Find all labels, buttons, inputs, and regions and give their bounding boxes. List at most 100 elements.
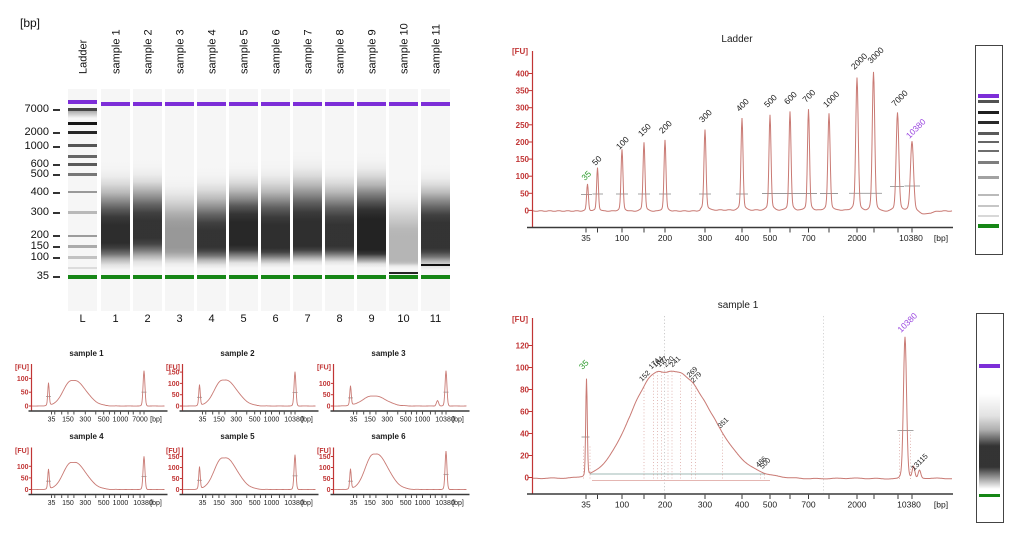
svg-text:3000: 3000 <box>865 45 886 66</box>
svg-text:1000: 1000 <box>415 417 431 424</box>
svg-text:0: 0 <box>176 487 180 494</box>
svg-text:700: 700 <box>801 233 815 243</box>
svg-text:35: 35 <box>199 500 207 507</box>
svg-text:2000: 2000 <box>849 51 870 72</box>
svg-text:10380: 10380 <box>895 310 919 334</box>
svg-text:200: 200 <box>658 500 672 510</box>
svg-text:Ladder: Ladder <box>78 39 90 74</box>
svg-text:35: 35 <box>577 357 591 371</box>
svg-text:400: 400 <box>516 70 530 79</box>
svg-text:100: 100 <box>516 172 530 181</box>
svg-text:100: 100 <box>168 381 180 388</box>
svg-text:100: 100 <box>168 465 180 472</box>
svg-text:10380: 10380 <box>284 500 304 507</box>
svg-text:300: 300 <box>230 500 242 507</box>
svg-text:500: 500 <box>400 417 412 424</box>
svg-text:50: 50 <box>323 392 331 399</box>
svg-text:1000: 1000 <box>264 417 280 424</box>
svg-text:700: 700 <box>801 500 815 510</box>
svg-text:300: 300 <box>79 500 91 507</box>
svg-text:150: 150 <box>213 500 225 507</box>
svg-text:100: 100 <box>17 376 29 383</box>
svg-text:1000: 1000 <box>264 500 280 507</box>
svg-text:400: 400 <box>735 500 749 510</box>
svg-text:10380: 10380 <box>904 116 928 140</box>
svg-text:sample 4: sample 4 <box>69 432 104 441</box>
svg-text:100: 100 <box>319 381 331 388</box>
svg-text:120: 120 <box>516 342 530 351</box>
svg-text:[bp]: [bp] <box>934 233 948 243</box>
svg-text:7000: 7000 <box>132 417 148 424</box>
svg-text:400: 400 <box>735 233 749 243</box>
svg-text:Ladder: Ladder <box>721 34 753 45</box>
svg-text:500: 500 <box>249 417 261 424</box>
svg-text:35: 35 <box>199 417 207 424</box>
svg-text:sample 8: sample 8 <box>335 29 347 74</box>
svg-text:200: 200 <box>657 118 674 135</box>
svg-text:500: 500 <box>98 500 110 507</box>
svg-text:[FU]: [FU] <box>317 365 331 372</box>
svg-text:2000: 2000 <box>848 233 867 243</box>
svg-text:[FU]: [FU] <box>512 47 528 56</box>
svg-text:sample 4: sample 4 <box>207 29 219 74</box>
svg-text:0: 0 <box>327 487 331 494</box>
svg-text:500: 500 <box>98 417 110 424</box>
svg-text:sample 2: sample 2 <box>220 349 255 358</box>
svg-text:0: 0 <box>25 487 29 494</box>
svg-text:[bp]: [bp] <box>452 500 464 507</box>
svg-text:250: 250 <box>516 121 530 130</box>
svg-text:700: 700 <box>800 87 817 104</box>
svg-text:300: 300 <box>516 104 530 113</box>
svg-text:1000: 1000 <box>113 417 129 424</box>
svg-text:sample 3: sample 3 <box>175 29 187 74</box>
svg-text:sample 10: sample 10 <box>399 23 411 74</box>
svg-text:50: 50 <box>520 189 529 198</box>
svg-text:35: 35 <box>581 233 591 243</box>
svg-text:sample 1: sample 1 <box>718 300 759 311</box>
svg-text:sample 11: sample 11 <box>431 24 443 74</box>
svg-text:350: 350 <box>516 87 530 96</box>
svg-text:150: 150 <box>364 500 376 507</box>
svg-text:0: 0 <box>525 206 530 215</box>
svg-text:35: 35 <box>48 417 56 424</box>
svg-text:10380: 10380 <box>435 417 455 424</box>
svg-text:50: 50 <box>172 476 180 483</box>
svg-text:150: 150 <box>364 417 376 424</box>
svg-text:35: 35 <box>581 500 591 510</box>
svg-text:600: 600 <box>782 89 799 106</box>
svg-text:[FU]: [FU] <box>166 448 180 455</box>
svg-text:300: 300 <box>698 500 712 510</box>
svg-text:35: 35 <box>350 417 358 424</box>
svg-text:10380: 10380 <box>284 417 304 424</box>
svg-text:300: 300 <box>381 500 393 507</box>
svg-text:150: 150 <box>168 370 180 377</box>
svg-text:50: 50 <box>21 390 29 397</box>
svg-text:300: 300 <box>230 417 242 424</box>
svg-text:[bp]: [bp] <box>934 500 948 510</box>
svg-text:100: 100 <box>615 500 629 510</box>
svg-text:200: 200 <box>516 138 530 147</box>
svg-text:[bp]: [bp] <box>452 417 464 424</box>
svg-text:300: 300 <box>381 417 393 424</box>
svg-text:10380: 10380 <box>899 233 923 243</box>
svg-text:100: 100 <box>516 364 530 373</box>
svg-text:0: 0 <box>176 404 180 411</box>
svg-text:[FU]: [FU] <box>512 315 528 324</box>
svg-text:300: 300 <box>79 417 91 424</box>
svg-text:60: 60 <box>520 408 529 417</box>
svg-text:150: 150 <box>319 454 331 461</box>
svg-text:150: 150 <box>62 500 74 507</box>
svg-text:1000: 1000 <box>415 500 431 507</box>
svg-text:sample 5: sample 5 <box>220 432 255 441</box>
svg-text:300: 300 <box>698 233 712 243</box>
svg-text:500: 500 <box>763 233 777 243</box>
svg-text:150: 150 <box>213 417 225 424</box>
svg-text:10380: 10380 <box>435 500 455 507</box>
svg-text:80: 80 <box>520 386 529 395</box>
svg-text:300: 300 <box>697 107 714 124</box>
svg-text:[bp]: [bp] <box>150 417 162 424</box>
svg-text:35: 35 <box>579 168 593 182</box>
svg-text:500: 500 <box>400 500 412 507</box>
svg-text:[FU]: [FU] <box>317 448 331 455</box>
svg-text:[FU]: [FU] <box>166 365 180 372</box>
